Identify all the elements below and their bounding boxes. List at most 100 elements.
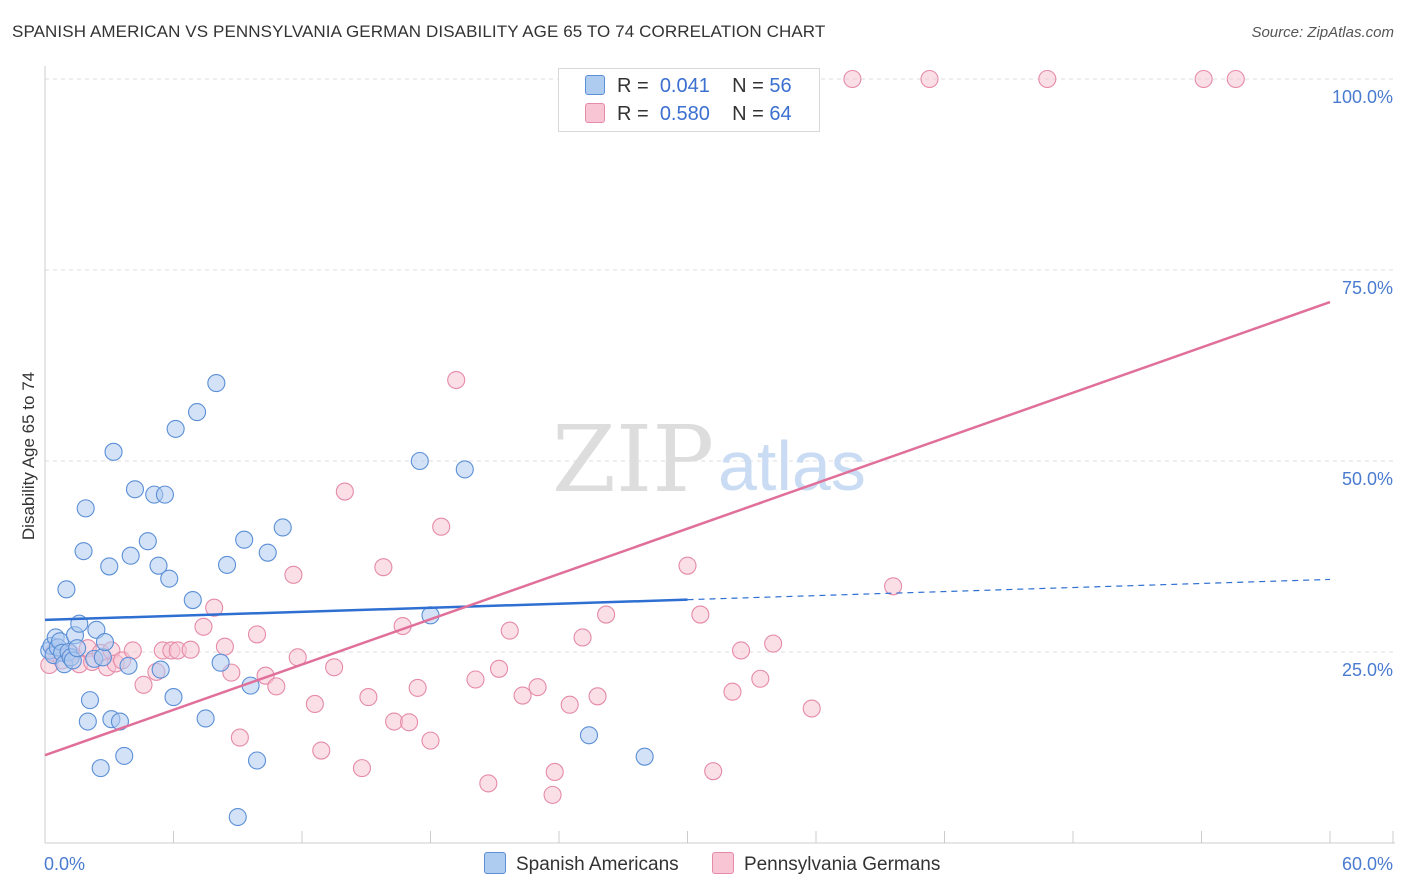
- trendlines: [44, 300, 1331, 757]
- spanish-american-point: [635, 747, 654, 766]
- pennsylvania-german-point: [205, 598, 224, 617]
- pennsylvania-german-point: [247, 625, 267, 644]
- spanish-american-point: [228, 807, 247, 827]
- pennsylvania-german-point: [215, 637, 234, 656]
- legend-item-spanish-americans: Spanish Americans: [484, 852, 679, 876]
- y-tick-label: 50.0%: [1342, 469, 1393, 489]
- pennsylvania-german-point: [305, 694, 324, 714]
- pennsylvania-german-point: [385, 712, 404, 731]
- pennsylvania-german-point: [573, 628, 592, 647]
- spanish-american-point: [78, 712, 97, 731]
- pennsylvania-german-point: [374, 558, 393, 577]
- chart-title: SPANISH AMERICAN VS PENNSYLVANIA GERMAN …: [12, 22, 826, 41]
- spanish-american-point: [455, 460, 474, 479]
- spanish-american-point: [104, 442, 123, 461]
- spanish-american-point: [119, 656, 138, 675]
- spanish-american-point: [258, 543, 277, 562]
- legend-swatch-pink: [711, 852, 734, 874]
- spanish-american-point: [121, 546, 140, 565]
- pennsylvania-german-point: [447, 370, 466, 390]
- pennsylvania-german-point: [432, 517, 451, 536]
- legend-label: Pennsylvania Germans: [743, 854, 941, 875]
- spanish-american-point: [160, 569, 179, 588]
- axes: [44, 66, 1395, 844]
- spanish-american-point: [149, 556, 168, 575]
- spanish-american-point: [91, 759, 110, 778]
- pennsylvania-german-point: [545, 762, 564, 781]
- pennsylvania-german-point: [181, 640, 200, 659]
- spanish-american-point: [164, 688, 183, 707]
- legend-swatch-blue: [484, 852, 506, 874]
- legend-n-value: 56: [769, 75, 792, 97]
- pennsylvania-german-point: [500, 621, 519, 640]
- spanish-americans-points: [40, 374, 654, 827]
- legend-r-value: 0.041: [659, 75, 710, 97]
- series-legend: Spanish Americans Pennsylvania Germans: [484, 852, 968, 876]
- spanish-american-point: [100, 557, 119, 576]
- legend-r-value: 0.580: [659, 103, 710, 125]
- spanish-american-point: [183, 590, 202, 610]
- spanish-american-point: [125, 480, 144, 499]
- legend-n-label: N =: [732, 103, 764, 125]
- spanish-american-point: [74, 542, 93, 561]
- source-label: Source: ZipAtlas.com: [1251, 24, 1394, 41]
- spanish-americans-trendline: [44, 598, 688, 622]
- pennsylvania-german-point: [267, 677, 286, 696]
- pennsylvania-german-point: [466, 670, 485, 689]
- spanish-american-point: [166, 419, 185, 438]
- legend-r-label: R =: [617, 75, 649, 97]
- x-tick-label: 60.0%: [1342, 854, 1393, 874]
- pennsylvania-german-point: [325, 658, 344, 677]
- legend-r-label: R =: [617, 103, 649, 125]
- pennsylvania-german-point: [284, 565, 303, 584]
- spanish-american-point: [115, 746, 134, 765]
- spanish-american-point: [188, 403, 207, 422]
- spanish-american-point: [87, 620, 106, 639]
- pennsylvania-german-point: [731, 641, 751, 660]
- legend: R = 0.041 N = 56 R = 0.580 N = 64: [558, 68, 820, 132]
- pennsylvania-german-point: [597, 605, 616, 624]
- tick-labels: 25.0% 50.0% 75.0% 100.0% 0.0% 60.0%: [44, 87, 1393, 874]
- legend-swatch-pink: [585, 103, 605, 123]
- spanish-american-point: [196, 709, 215, 728]
- y-axis-label: Disability Age 65 to 74: [19, 372, 38, 540]
- pennsylvania-german-point: [543, 785, 562, 804]
- pennsylvania-german-point: [479, 774, 498, 793]
- spanish-american-point: [68, 639, 87, 658]
- pennsylvania-german-point: [421, 731, 440, 750]
- pennsylvania-german-point: [359, 688, 378, 707]
- spanish-american-point: [579, 726, 599, 745]
- pennsylvania-german-point: [678, 556, 697, 575]
- pennsylvania-german-point: [335, 482, 354, 501]
- pennsylvania-german-point: [134, 675, 153, 694]
- pennsylvania-german-point: [691, 605, 710, 624]
- pennsylvania-german-point: [400, 713, 419, 732]
- legend-item-pennsylvania-germans: Pennsylvania Germans: [711, 852, 941, 876]
- spanish-american-point: [217, 555, 237, 574]
- legend-n-value: 64: [769, 103, 792, 125]
- pennsylvania-german-point: [408, 678, 427, 697]
- pennsylvania-german-point: [528, 678, 547, 697]
- pennsylvania-germans-trendline: [44, 300, 1331, 757]
- legend-swatch-blue: [585, 75, 605, 95]
- pennsylvania-german-point: [1226, 69, 1245, 89]
- pennsylvania-german-point: [513, 686, 532, 705]
- spanish-american-point: [235, 530, 254, 549]
- legend-row-pennsylvania-germans: R = 0.580 N = 64: [585, 103, 792, 126]
- spanish-american-point: [151, 660, 170, 679]
- y-tick-label: 100.0%: [1332, 87, 1393, 107]
- spanish-american-point: [57, 580, 76, 599]
- watermark-zip: ZIP: [552, 406, 714, 513]
- y-tick-label: 25.0%: [1342, 660, 1393, 680]
- spanish-american-point: [155, 485, 174, 504]
- pennsylvania-german-point: [723, 682, 742, 701]
- pennsylvania-german-point: [352, 759, 372, 778]
- pennsylvania-german-point: [1038, 69, 1057, 89]
- pennsylvania-german-point: [560, 695, 579, 714]
- spanish-american-point: [80, 691, 100, 710]
- pennsylvania-german-point: [751, 669, 770, 688]
- pennsylvania-german-point: [764, 634, 783, 653]
- spanish-american-point: [93, 648, 112, 667]
- pennsylvania-german-point: [802, 699, 821, 718]
